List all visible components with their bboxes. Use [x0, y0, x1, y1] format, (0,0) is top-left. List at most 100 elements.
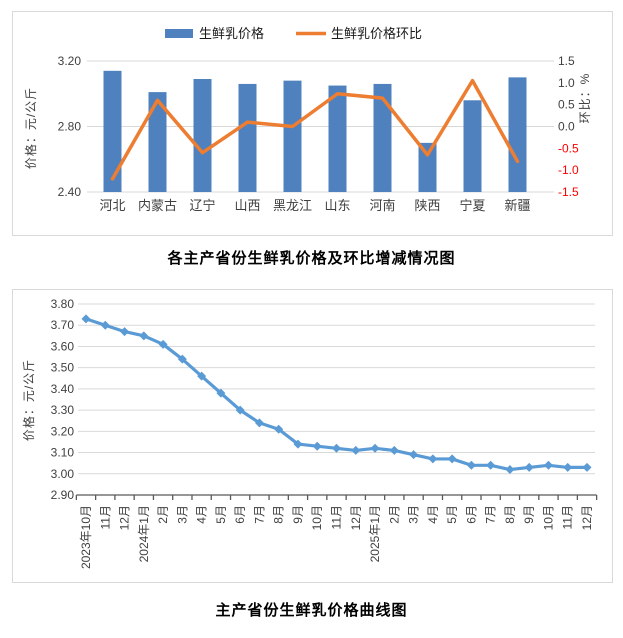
y-tick-label: 3.10 [51, 446, 75, 460]
provincial-price-momchange-chart: 3.20 2.80 2.40 1.5 1.0 0.5 0.0 -0.5 -1.0 -1.5 河北 内蒙… [23, 26, 592, 213]
month-label: 12月 [349, 505, 363, 530]
price-bar [148, 92, 167, 192]
primary-y-tick-label: 2.40 [58, 185, 82, 199]
price-bar [238, 83, 257, 192]
bar-line-chart-panel: 3.20 2.80 2.40 1.5 1.0 0.5 0.0 -0.5 -1.0 -1.5 河北 内蒙… [12, 11, 613, 236]
month-label: 10月 [310, 505, 324, 530]
price-bar [373, 83, 392, 192]
month-label: 2025年1月 [368, 505, 382, 562]
month-label: 3月 [407, 505, 421, 524]
month-label: 2月 [387, 505, 401, 524]
price-bar [463, 100, 482, 192]
month-label: 11月 [561, 505, 575, 529]
month-label: 11月 [98, 505, 112, 529]
data-point-marker [139, 331, 149, 341]
secondary-y-tick-label: -1.5 [558, 185, 579, 199]
data-point-marker [235, 405, 245, 415]
data-point-marker [466, 460, 476, 470]
price-bar [328, 85, 347, 192]
data-point-marker [293, 439, 303, 449]
legend-bar-label: 生鲜乳价格 [199, 26, 264, 41]
month-label: 4月 [195, 505, 209, 524]
y-tick-label: 3.60 [51, 339, 75, 353]
data-point-marker [216, 388, 226, 398]
province-label: 黑龙江 [273, 198, 312, 213]
province-label: 内蒙古 [138, 198, 177, 213]
y-axis-title: 价格：元/公斤 [21, 359, 36, 441]
month-label: 2月 [156, 505, 170, 524]
province-label: 河南 [369, 198, 395, 213]
legend-line-label: 生鲜乳价格环比 [331, 26, 422, 41]
data-point-marker [120, 327, 130, 337]
province-label: 陕西 [414, 198, 440, 213]
data-point-marker [81, 314, 91, 324]
primary-y-axis-title: 价格：元/公斤 [23, 87, 38, 169]
price-curve-chart: 3.80 3.70 3.60 3.50 3.40 3.30 3.20 3.10 3.00 2.90… [21, 297, 598, 569]
secondary-y-tick-label: 0.5 [558, 98, 575, 112]
month-label: 7月 [252, 505, 266, 524]
data-point-marker [312, 441, 322, 451]
province-label: 宁夏 [459, 198, 485, 213]
month-label: 11月 [330, 505, 344, 529]
secondary-y-tick-label: 1.5 [558, 54, 575, 68]
data-point-marker [158, 339, 168, 349]
data-point-marker [370, 443, 380, 453]
month-label: 6月 [233, 505, 247, 524]
province-label: 山西 [234, 198, 260, 213]
secondary-y-tick-label: 1.0 [558, 76, 575, 90]
price-bar [283, 80, 302, 192]
secondary-y-tick-label: -1.0 [558, 163, 579, 177]
month-label: 8月 [272, 505, 286, 524]
data-point-marker [563, 462, 573, 472]
price-bar [103, 70, 122, 192]
month-label: 10月 [541, 505, 555, 530]
price-bar [418, 142, 437, 192]
bar-line-chart-caption: 各主产省份生鲜乳价格及环比增减情况图 [167, 250, 456, 267]
secondary-y-tick-label: 0.0 [558, 120, 575, 134]
month-label: 9月 [522, 505, 536, 524]
y-tick-label: 3.30 [51, 403, 75, 417]
month-label: 12月 [580, 505, 594, 530]
province-label: 河北 [99, 198, 125, 213]
y-tick-label: 2.90 [51, 488, 75, 502]
y-tick-label: 3.40 [51, 382, 75, 396]
province-label: 辽宁 [189, 198, 215, 213]
y-tick-label: 3.80 [51, 297, 75, 311]
y-tick-label: 3.00 [51, 467, 75, 481]
data-point-marker [505, 465, 515, 475]
data-point-marker [409, 450, 419, 460]
data-point-marker [351, 445, 361, 455]
price-bar [508, 77, 527, 192]
price-curve-chart-caption: 主产省份生鲜乳价格曲线图 [215, 602, 408, 619]
primary-y-tick-label: 3.20 [58, 54, 82, 68]
month-label: 9月 [291, 505, 305, 524]
y-tick-label: 3.70 [51, 318, 75, 332]
data-point-marker [447, 454, 457, 464]
data-point-marker [100, 320, 110, 330]
mom-change-line [110, 78, 520, 181]
secondary-y-axis-title: 环比：% [578, 73, 592, 124]
data-point-marker [486, 460, 496, 470]
primary-y-tick-label: 2.80 [58, 120, 82, 134]
month-label: 5月 [445, 505, 459, 524]
data-point-marker [582, 462, 592, 472]
data-point-marker [177, 354, 187, 364]
legend-bar-swatch [165, 29, 193, 38]
secondary-y-tick-label: -0.5 [558, 141, 579, 155]
month-label: 12月 [118, 505, 132, 530]
y-tick-label: 3.20 [51, 424, 75, 438]
month-label: 5月 [214, 505, 228, 524]
data-point-marker [428, 454, 438, 464]
month-label: 6月 [464, 505, 478, 524]
data-point-marker [332, 443, 341, 453]
data-point-marker [524, 462, 534, 472]
data-point-marker [274, 424, 284, 434]
data-point-marker [543, 460, 553, 470]
month-label: 2024年1月 [137, 505, 151, 562]
month-label: 4月 [426, 505, 440, 524]
data-point-marker [197, 371, 207, 381]
data-point-marker [254, 418, 264, 428]
month-label: 7月 [484, 505, 498, 524]
province-label: 山东 [324, 198, 350, 213]
